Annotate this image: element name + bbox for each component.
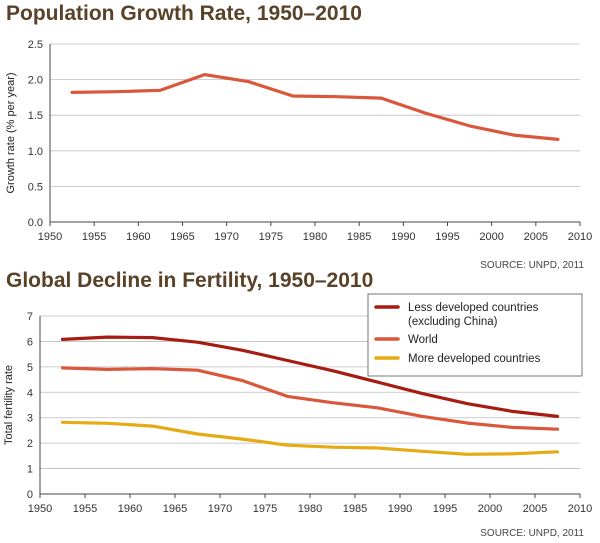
chart2-y-tick-label: 4 (27, 387, 33, 399)
chart2-x-tick-label: 2005 (523, 503, 547, 515)
chart1-x-tick-label: 2005 (524, 231, 548, 243)
chart2-y-axis-label: Total fertility rate (3, 365, 15, 445)
chart2-y-tick-label: 6 (27, 336, 33, 348)
chart1-x-tick-label: 1970 (214, 231, 238, 243)
chart2-x-tick-label: 1975 (253, 503, 277, 515)
chart2-x-tick-label: 1950 (28, 503, 52, 515)
chart1-y-tick-label: 0.5 (28, 181, 43, 193)
chart2-x-tick-label: 1990 (388, 503, 412, 515)
chart1-x-tick-label: 1960 (126, 231, 150, 243)
chart2-series-line-1 (60, 335, 560, 418)
legend-label-3: More developed countries (408, 353, 541, 365)
fertility-chart-title: Global Decline in Fertility, 1950–2010 (6, 269, 374, 292)
chart2-y-tick-label: 1 (27, 464, 33, 476)
chart1-y-tick-label: 1.5 (28, 110, 43, 122)
legend-label-1-line2: (excluding China) (408, 316, 498, 328)
chart1-x-tick-label: 1955 (82, 231, 106, 243)
chart1-x-tick-label: 1965 (170, 231, 194, 243)
chart2-x-tick-label: 1995 (433, 503, 457, 515)
chart2-x-tick-label: 1970 (208, 503, 232, 515)
legend-label-2: World (408, 334, 438, 346)
chart2-x-tick-label: 1985 (343, 503, 367, 515)
chart2-y-tick-label: 7 (27, 311, 33, 323)
chart1-x-tick-label: 1975 (259, 231, 283, 243)
legend-label-1: Less developed countries (408, 302, 539, 314)
chart1-y-tick-label: 0.0 (28, 217, 43, 229)
chart1-y-tick-label: 1.0 (28, 146, 43, 158)
chart1-series-line-1 (70, 72, 560, 141)
chart1-y-tick-label: 2.0 (28, 75, 43, 87)
chart1-x-tick-label: 1985 (347, 231, 371, 243)
chart2-series-line-3 (60, 420, 560, 456)
chart2-y-tick-label: 2 (27, 438, 33, 450)
chart2-x-tick-label: 1960 (118, 503, 142, 515)
chart2-x-tick-label: 2010 (568, 503, 592, 515)
chart2-source-note: SOURCE: UNPD, 2011 (480, 528, 584, 539)
chart1-x-tick-label: 2010 (568, 231, 592, 243)
chart2-series-line-2 (60, 366, 560, 431)
chart2-y-tick-label: 5 (27, 362, 33, 374)
legend-box (367, 293, 583, 377)
chart2-x-tick-label: 1955 (73, 503, 97, 515)
chart2-y-tick-label: 3 (27, 413, 33, 425)
chart2-x-tick-label: 2000 (478, 503, 502, 515)
chart1-y-tick-label: 2.5 (28, 39, 43, 51)
chart1-x-tick-label: 1990 (391, 231, 415, 243)
chart2-x-tick-label: 1980 (298, 503, 322, 515)
chart1-source-note: SOURCE: UNPD, 2011 (480, 260, 584, 271)
chart2-x-tick-label: 1965 (163, 503, 187, 515)
chart1-x-tick-label: 1980 (303, 231, 327, 243)
chart2-y-tick-label: 0 (27, 489, 33, 501)
growth-chart-title: Population Growth Rate, 1950–2010 (6, 2, 362, 25)
chart1-y-axis-label: Growth rate (% per year) (5, 72, 17, 193)
chart1-x-tick-label: 2000 (479, 231, 503, 243)
chart1-x-tick-label: 1950 (38, 231, 62, 243)
chart1-x-tick-label: 1995 (435, 231, 459, 243)
